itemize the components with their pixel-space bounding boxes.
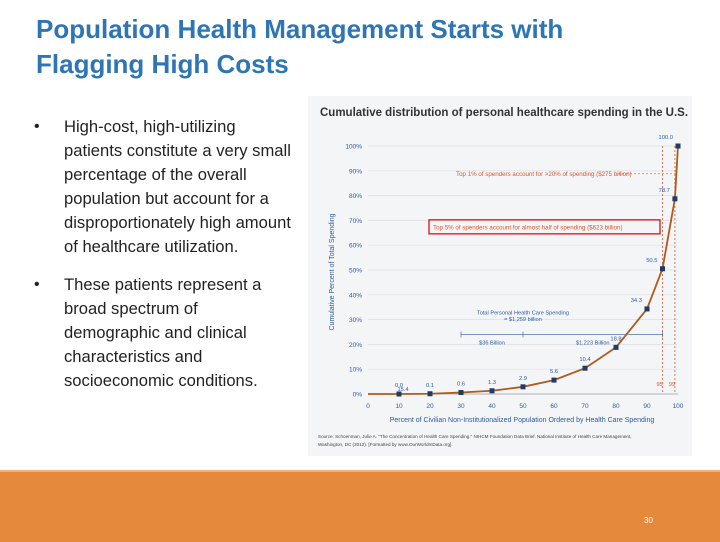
reference-line-label: 99: [669, 382, 675, 388]
total-spending-title: Total Personal Health Care Spending: [477, 311, 569, 317]
data-point: [644, 306, 650, 312]
data-point: [427, 391, 433, 397]
x-tick-label: 10: [395, 403, 403, 410]
data-label: 78.7: [659, 188, 670, 194]
data-point: [489, 388, 495, 394]
top5-annotation: Top 5% of spenders account for almost ha…: [433, 224, 623, 231]
slide-title-line-1: Population Health Management Starts with: [36, 14, 564, 44]
reference-line-label: 95: [656, 382, 662, 388]
data-point: [396, 391, 402, 397]
slide-title: Population Health Management Starts with…: [36, 12, 676, 82]
y-axis-label: Cumulative Percent of Total Spending: [329, 213, 336, 330]
data-point: [613, 344, 619, 350]
bullet-text: These patients represent a broad spectru…: [64, 275, 262, 390]
x-tick-label: 50: [519, 403, 527, 410]
left-bracket-label: $36 Billion: [479, 340, 505, 346]
data-label: 0.1: [426, 383, 434, 389]
x-tick-label: 70: [581, 403, 589, 410]
y-tick-label: 30%: [349, 317, 362, 324]
x-tick-label: 100: [673, 403, 684, 410]
x-tick-label: 60: [550, 403, 558, 410]
data-point: [551, 377, 557, 383]
bullet-item: • High-cost, high-utilizing patients con…: [34, 115, 296, 259]
y-tick-label: 40%: [349, 292, 362, 299]
data-label: 10.4: [579, 357, 591, 363]
top5-annotation-box: [428, 219, 661, 235]
data-point: [675, 143, 681, 149]
data-label: 1.3: [488, 380, 496, 386]
data-point: [520, 384, 526, 390]
x-tick-label: 40: [488, 403, 496, 410]
y-tick-label: 20%: [349, 342, 362, 349]
bullet-dot-icon: •: [34, 118, 40, 135]
page-number: 30: [644, 516, 653, 525]
footer-bar: [0, 470, 720, 542]
right-bracket-label: $1,223 Billion: [576, 340, 610, 346]
total-spending-value: = $1,259 billion: [504, 317, 542, 323]
y-tick-label: 100%: [345, 144, 362, 151]
data-label: 0.6: [457, 382, 465, 388]
data-label: 50.5: [646, 258, 657, 264]
bullet-item: • These patients represent a broad spect…: [34, 273, 296, 393]
bullet-list: • High-cost, high-utilizing patients con…: [34, 115, 296, 407]
y-tick-label: 60%: [349, 243, 362, 250]
slide-title-line-2: Flagging High Costs: [36, 49, 289, 79]
data-label: 100.0: [658, 135, 673, 141]
data-label: 0.0: [395, 383, 403, 389]
x-tick-label: 90: [643, 403, 651, 410]
top1-annotation: Top 1% of spenders account for >20% of s…: [456, 171, 632, 178]
source-line-2: Washington, DC (2012). [Formatted by www…: [318, 442, 453, 447]
y-tick-label: 70%: [349, 218, 362, 225]
x-tick-label: 80: [612, 403, 620, 410]
data-label: 2.9: [519, 376, 527, 382]
x-tick-label: 0: [366, 403, 370, 410]
bullet-text: High-cost, high-utilizing patients const…: [64, 117, 291, 256]
x-axis-label: Percent of Civilian Non-Institutionalize…: [390, 417, 655, 424]
x-tick-label: 30: [457, 403, 465, 410]
bullet-dot-icon: •: [34, 276, 40, 293]
data-point: [660, 266, 665, 272]
data-point: [582, 365, 588, 371]
chart-title: Cumulative distribution of personal heal…: [320, 107, 692, 119]
data-point: [458, 390, 464, 396]
spending-chart: Cumulative distribution of personal heal…: [318, 107, 720, 447]
source-line-1: Source: Schoenman, Julie A. "The Concent…: [318, 434, 632, 439]
chart-panel: Cumulative distribution of personal heal…: [308, 96, 720, 456]
y-tick-label: 10%: [349, 367, 362, 374]
data-point: [672, 196, 678, 202]
data-label: 34.3: [631, 298, 642, 304]
x-tick-label: 20: [426, 403, 434, 410]
data-label-extra: 15.4: [398, 387, 409, 393]
y-tick-label: 80%: [349, 193, 362, 200]
data-label: 18.8: [610, 336, 621, 342]
y-tick-label: 50%: [349, 268, 362, 275]
y-tick-label: 0%: [353, 392, 363, 399]
y-tick-label: 90%: [349, 168, 362, 175]
data-label: 5.6: [550, 369, 558, 375]
